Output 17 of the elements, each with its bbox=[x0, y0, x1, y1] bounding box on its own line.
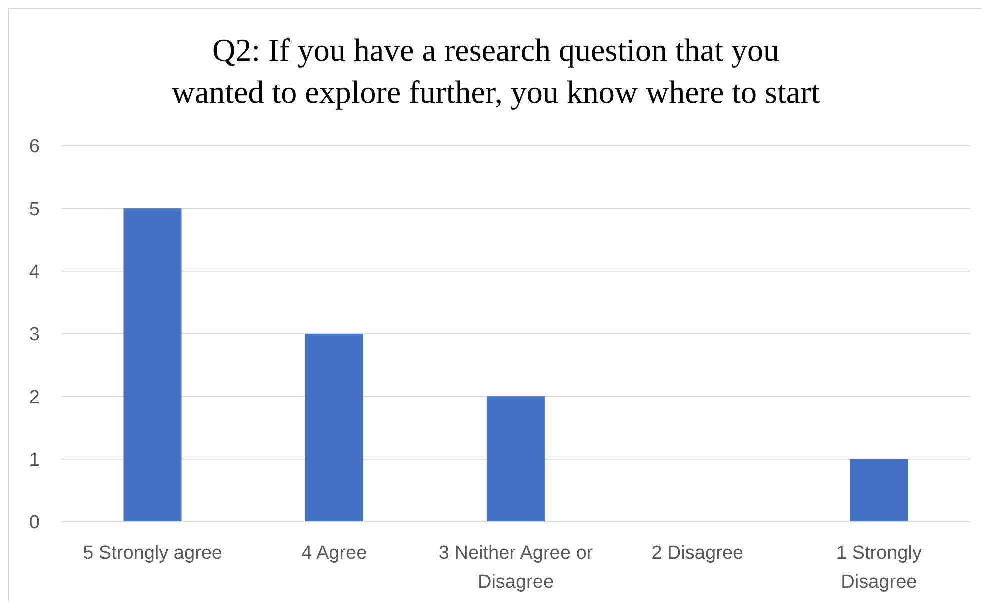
chart-title: Q2: If you have a research question that you wanted to explore further, you know where to start bbox=[170, 31, 822, 112]
bar bbox=[305, 334, 364, 522]
bar bbox=[486, 396, 545, 522]
bar bbox=[124, 208, 182, 522]
y-tick-label: 2 bbox=[29, 387, 40, 408]
y-tick-label: 0 bbox=[29, 512, 40, 534]
bar bbox=[850, 459, 908, 522]
x-tick-label: 3 Neither Agree or Disagree bbox=[438, 543, 594, 593]
x-tick-label: 1 Strongly Disagree bbox=[836, 543, 922, 593]
x-tick-label: 4 Agree bbox=[302, 543, 368, 564]
x-tick-label: 5 Strongly agree bbox=[83, 543, 223, 564]
y-tick-label: 5 bbox=[29, 199, 40, 220]
x-tick-label: 2 Disagree bbox=[652, 543, 744, 564]
y-tick-label: 4 bbox=[29, 262, 40, 284]
y-tick-label: 3 bbox=[29, 324, 40, 346]
y-tick-label: 6 bbox=[29, 136, 40, 158]
y-tick-label: 1 bbox=[29, 450, 40, 472]
